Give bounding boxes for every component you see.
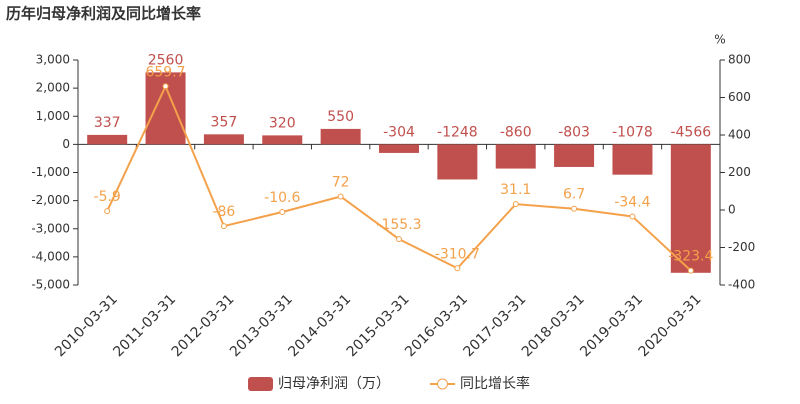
line-point: [337, 193, 344, 200]
legend-swatch: [248, 377, 273, 391]
bar-value-label: -1078: [612, 124, 653, 140]
y2-tick-label: 800: [728, 53, 751, 67]
y-tick-label: -5,000: [31, 278, 70, 292]
line-value-label: -155.3: [376, 217, 421, 233]
bar-value-label: 337: [94, 115, 121, 131]
y2-tick-label: -200: [728, 240, 755, 254]
line-value-label: -5.9: [94, 189, 121, 205]
line-value-label: -86: [212, 204, 235, 220]
line-value-label: 659.7: [145, 64, 185, 80]
y-tick-label: -2,000: [31, 193, 70, 207]
y2-tick-label: 600: [728, 90, 751, 104]
line-point: [629, 213, 636, 220]
y2-tick-label: 200: [728, 165, 751, 179]
legend-label: 归母净利润（万）: [278, 375, 390, 392]
line: [106, 83, 692, 272]
bar-value-label: -1248: [437, 124, 478, 140]
bar-value-label: -304: [383, 124, 415, 140]
line-point: [571, 205, 578, 212]
y2-tick-label: 0: [728, 203, 736, 217]
bar-value-label: -860: [500, 124, 532, 140]
line-point: [104, 208, 111, 215]
line-value-label: -310.7: [435, 246, 480, 262]
bar: [320, 128, 361, 145]
bar: [437, 144, 478, 180]
y-tick-label: 2,000: [36, 81, 70, 95]
chart-title: 历年归母净利润及同比增长率: [6, 5, 201, 23]
y-tick-label: -1,000: [31, 165, 70, 179]
y2-tick-label: -400: [728, 278, 755, 292]
bar-value-label: -803: [558, 124, 590, 140]
line-point: [162, 83, 169, 90]
line-point: [396, 236, 402, 243]
bar: [670, 144, 711, 273]
line-point: [220, 223, 227, 230]
bar-value-label: 357: [211, 114, 238, 130]
bar: [554, 144, 595, 167]
legend-label: 同比增长率: [460, 375, 530, 392]
line-point: [687, 267, 694, 274]
y-tick-label: 0: [62, 137, 70, 151]
line-value-label: 6.7: [563, 187, 585, 203]
bar: [379, 144, 419, 153]
x-tick-label: 2020-03-31: [636, 291, 705, 360]
bar-value-label: 2560: [148, 52, 184, 68]
line-value-label: -34.4: [614, 194, 650, 210]
legend-swatch: [437, 378, 448, 390]
bar: [145, 72, 186, 145]
bar: [262, 135, 303, 145]
bar: [612, 144, 653, 175]
bar: [203, 134, 244, 145]
bar: [87, 134, 128, 145]
bar-value-label: 550: [327, 109, 354, 125]
y-tick-label: -3,000: [31, 221, 70, 235]
line-point: [279, 208, 286, 215]
y2-tick-label: 400: [728, 128, 751, 142]
bar-value-label: -4566: [670, 124, 711, 140]
line-value-label: 72: [332, 175, 350, 191]
y-tick-label: 3,000: [36, 53, 70, 67]
line-point: [512, 201, 519, 208]
bar: [495, 144, 536, 169]
line-value-label: -323.4: [668, 249, 713, 265]
line-point: [454, 265, 461, 272]
y-tick-label: -4,000: [31, 249, 70, 263]
y-tick-label: 1,000: [36, 109, 70, 123]
line-value-label: -10.6: [264, 190, 300, 206]
y2-axis-label: %: [714, 33, 725, 47]
bar-value-label: 320: [269, 115, 296, 131]
line-value-label: 31.1: [500, 182, 531, 198]
